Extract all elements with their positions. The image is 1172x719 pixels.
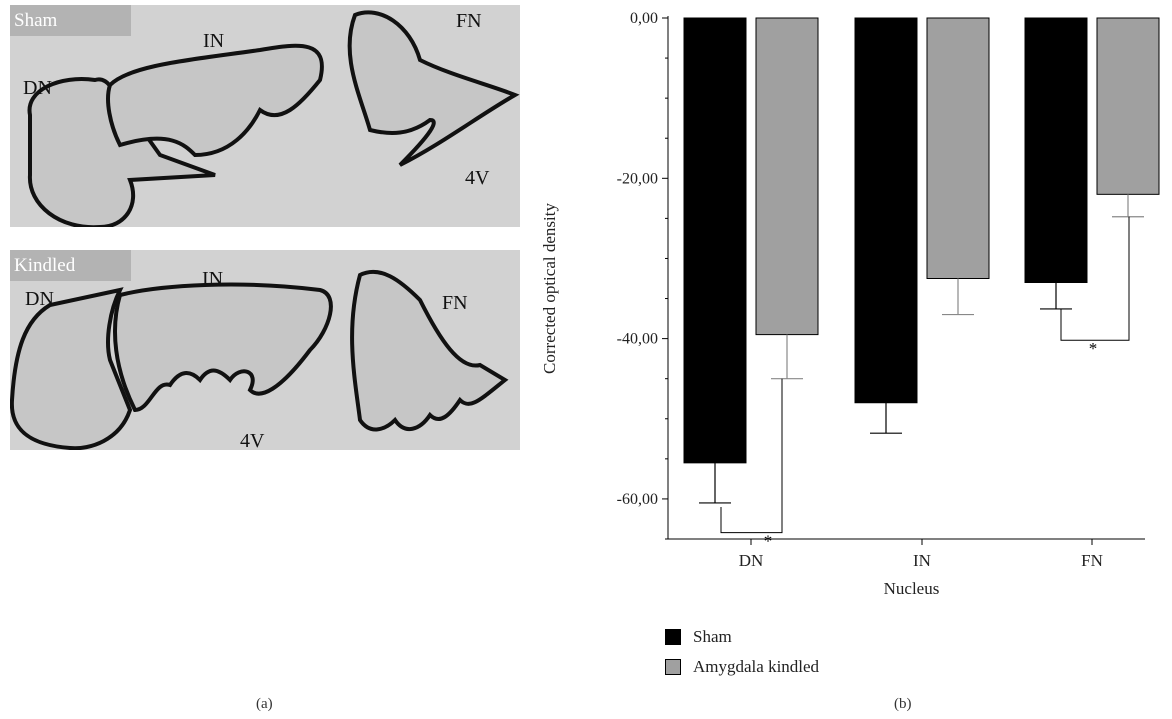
bar-chart: 0,00 -20,00 -40,00 -60,00 DN IN FN Nucleus Corre… [540, 10, 1160, 598]
sham-outline-drawing [10, 5, 520, 227]
x-axis-title: Nucleus [884, 579, 940, 598]
significance-marker: * [764, 532, 773, 551]
panel-a: Sham DN IN FN 4V Kindled DN IN FN 4V (a) [0, 0, 530, 719]
legend-item-kindled: Amygdala kindled [665, 652, 819, 682]
sham-dn-label: DN [23, 77, 52, 99]
y-tick-label: 0,00 [630, 10, 658, 27]
y-axis-title: Corrected optical density [540, 203, 559, 374]
chart-legend: Sham Amygdala kindled [665, 622, 819, 682]
panel-a-label: (a) [256, 696, 273, 712]
y-tick-label: -20,00 [617, 170, 658, 187]
y-tick-label: -60,00 [617, 491, 658, 508]
kindled-in-label: IN [202, 268, 224, 290]
legend-label-sham: Sham [693, 627, 732, 646]
kindled-dn-label: DN [25, 288, 54, 310]
bar-amygdala-kindled-fn [1096, 17, 1160, 195]
significance-marker: * [1089, 339, 1098, 358]
x-tick-label: DN [739, 551, 764, 570]
x-tick-label: FN [1081, 551, 1103, 570]
kindled-tag: Kindled [10, 250, 131, 281]
legend-swatch-kindled [665, 659, 681, 675]
sham-4v-label: 4V [465, 167, 490, 189]
x-tick-label: IN [913, 551, 931, 570]
kindled-4v-label: 4V [240, 430, 265, 450]
kindled-outline-drawing [10, 250, 520, 450]
sham-tag: Sham [10, 5, 131, 36]
bar-amygdala-kindled-dn [755, 17, 819, 336]
y-tick-label: -40,00 [617, 331, 658, 348]
legend-label-kindled: Amygdala kindled [693, 657, 820, 676]
sham-micrograph: Sham DN IN FN 4V [10, 5, 520, 227]
bar-sham-in [854, 17, 918, 404]
sham-in-label: IN [203, 30, 225, 52]
significance-bracket-fn [1060, 216, 1130, 341]
kindled-fn-label: FN [442, 292, 468, 314]
legend-swatch-sham [665, 629, 681, 645]
panel-b-label: (b) [894, 696, 912, 712]
bar-amygdala-kindled-in [926, 17, 990, 279]
bar-sham-dn [683, 17, 747, 464]
legend-item-sham: Sham [665, 622, 819, 652]
bar-sham-fn [1024, 17, 1088, 284]
significance-bracket-dn [720, 378, 783, 534]
sham-fn-label: FN [456, 10, 482, 32]
kindled-micrograph: Kindled DN IN FN 4V [10, 250, 520, 450]
